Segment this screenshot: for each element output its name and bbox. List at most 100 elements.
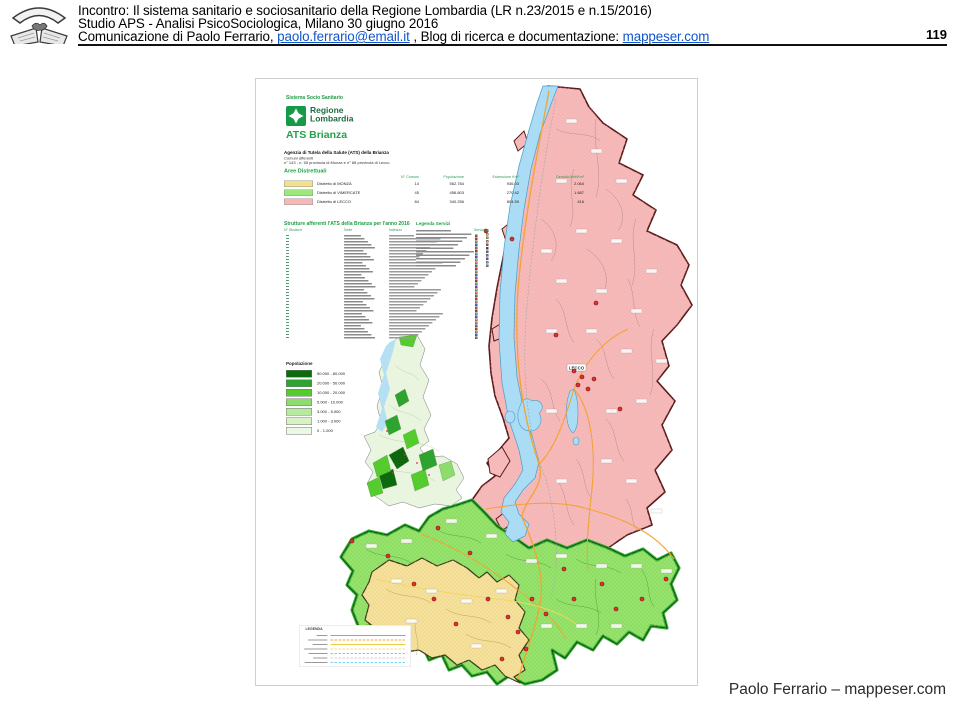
line-legend-row xyxy=(300,635,410,637)
population-class-swatch xyxy=(286,370,312,378)
population-class-swatch xyxy=(286,417,312,425)
comune-label-box xyxy=(425,588,438,594)
comune-label-box xyxy=(555,478,568,484)
structure-service-marker xyxy=(475,258,478,261)
structure-service-marker xyxy=(475,273,478,276)
handshake-open-book-logo-icon xyxy=(10,7,68,44)
structure-row xyxy=(284,288,484,291)
comune-label-box xyxy=(585,328,598,334)
service-legend-marker xyxy=(486,261,489,264)
service-marker xyxy=(485,596,491,602)
comune-label-box xyxy=(610,623,623,629)
structure-row xyxy=(284,318,484,321)
agency-title: Agenzia di Tutela della Salute (ATS) del… xyxy=(284,150,389,155)
structure-service-marker xyxy=(475,285,478,288)
header-line3: Comunicazione di Paolo Ferrario, paolo.f… xyxy=(78,29,710,44)
service-legend-row xyxy=(416,229,496,232)
lines-legend-title: LEGENDA xyxy=(305,627,323,632)
service-marker xyxy=(411,581,417,587)
structures-col-header: Servizi xyxy=(474,228,485,233)
service-legend-row xyxy=(416,240,496,243)
service-marker xyxy=(453,621,459,627)
structure-service-marker xyxy=(475,246,478,249)
structure-service-marker xyxy=(475,267,478,270)
structure-row xyxy=(284,264,484,267)
comune-label-box xyxy=(365,543,378,549)
service-legend-row xyxy=(416,261,496,264)
comune-label-box xyxy=(470,643,483,649)
population-class-range: 20.000 - 50.000 xyxy=(317,381,346,386)
service-marker xyxy=(591,376,597,382)
structure-row xyxy=(284,336,484,339)
comune-label-box xyxy=(555,553,568,559)
structure-service-marker xyxy=(475,315,478,318)
service-legend-marker xyxy=(486,257,489,260)
service-marker xyxy=(663,576,669,582)
service-marker xyxy=(523,646,529,652)
comune-label-box xyxy=(655,358,668,364)
population-legend-title: Popolazione xyxy=(286,361,313,366)
structure-row xyxy=(284,282,484,285)
lake-como-lecco-branch xyxy=(498,85,559,543)
structure-service-marker xyxy=(475,255,478,258)
district-value: 45 xyxy=(414,190,419,196)
service-legend-row xyxy=(416,254,496,257)
line-legend-row xyxy=(300,639,410,641)
structure-service-marker xyxy=(475,297,478,300)
structure-service-marker xyxy=(475,270,478,273)
blog-link[interactable]: mappeser.com xyxy=(622,29,710,44)
population-class-range: 10.000 - 20.000 xyxy=(317,390,346,396)
comune-label-box xyxy=(405,618,418,624)
service-marker xyxy=(613,606,619,612)
comune-label-box xyxy=(445,518,458,524)
population-class-range: 0 - 1.000 xyxy=(317,428,333,434)
service-legend-row xyxy=(416,264,496,267)
structure-row xyxy=(284,237,484,240)
structures-col-header: Sede xyxy=(344,228,353,233)
comune-label-box xyxy=(495,588,508,594)
service-legend-marker xyxy=(486,236,489,239)
structure-service-marker xyxy=(475,291,478,294)
sistema-socio-sanitario-label: Sistema Socio Sanitario xyxy=(286,95,343,101)
structure-row xyxy=(284,312,484,315)
comune-label-box xyxy=(460,598,473,604)
population-class-swatch xyxy=(286,408,312,416)
structure-row xyxy=(284,279,484,282)
regione-lombardia-logo-icon xyxy=(286,106,306,126)
service-legend-row xyxy=(416,236,496,239)
comune-label-box xyxy=(660,568,673,574)
comune-label-box xyxy=(555,178,568,184)
district-value: 562.784 xyxy=(449,181,464,187)
structure-row xyxy=(284,297,484,300)
comune-label-box xyxy=(610,238,623,244)
district-monza-shape xyxy=(361,557,530,684)
structure-row xyxy=(284,303,484,306)
comune-label-box xyxy=(390,578,403,584)
comune-label-box xyxy=(485,533,498,539)
structure-service-marker xyxy=(475,276,478,279)
districts-table: Aree Distrettuali N° Comuni Popolazione Es… xyxy=(284,168,614,205)
comune-label-box xyxy=(605,408,618,414)
population-class-range: 5.000 - 10.000 xyxy=(317,400,343,405)
structure-row xyxy=(284,291,484,294)
comune-label-box xyxy=(545,328,558,334)
ats-brianza-map-panel: LECCO xyxy=(255,78,698,686)
service-legend-marker xyxy=(486,250,489,253)
line-legend-row xyxy=(300,648,410,650)
district-value: 84 xyxy=(414,199,419,205)
service-legend-marker xyxy=(486,264,489,267)
comune-label-box xyxy=(540,248,553,254)
comune-label-box xyxy=(600,458,613,464)
district-row: Distretto di LECCO 84 340.256 804.59 416 xyxy=(284,198,604,206)
service-marker xyxy=(505,614,511,620)
email-link[interactable]: paolo.ferrario@email.it xyxy=(277,29,410,44)
comune-label-box xyxy=(525,558,538,564)
service-marker xyxy=(499,656,505,662)
district-row: Distretto di VIMERCATE 45 456.803 270.42 1.6… xyxy=(284,189,604,197)
structure-row xyxy=(284,273,484,276)
structure-service-marker xyxy=(475,261,478,264)
structure-service-marker xyxy=(475,300,478,303)
line-legend-sample xyxy=(330,639,406,641)
service-marker xyxy=(579,374,585,380)
